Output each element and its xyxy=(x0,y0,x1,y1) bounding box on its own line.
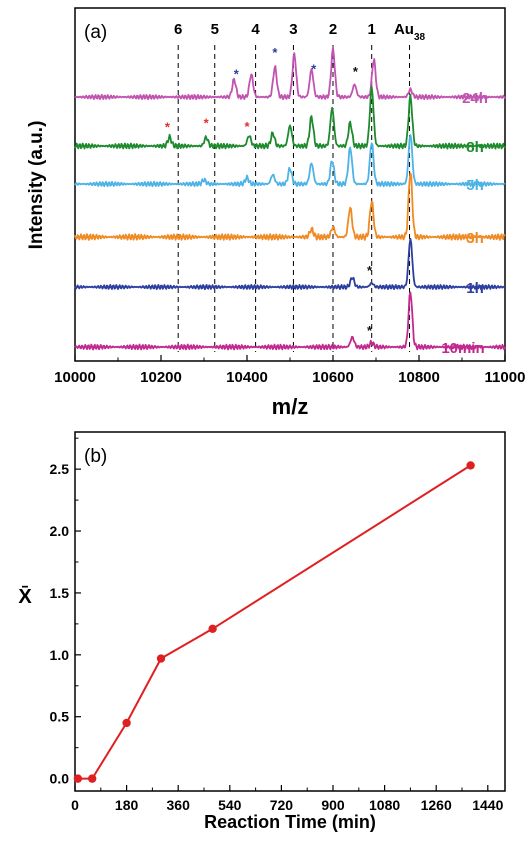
peak-marker-label: 4 xyxy=(251,21,260,38)
kinetics-x-axis-label: Reaction Time (min) xyxy=(204,812,376,832)
spectrum-trace-1h xyxy=(74,237,506,291)
series-label-24h: 24h xyxy=(462,90,488,107)
kinetics-y-tick-label: 1.0 xyxy=(50,647,70,663)
kinetics-x-tick-label: 1080 xyxy=(369,797,400,813)
kinetics-y-tick-label: 0.5 xyxy=(50,709,70,725)
kinetics-data-point xyxy=(122,718,131,728)
spectrum-trace-24h xyxy=(74,46,506,101)
asterisk-marker: * xyxy=(204,115,210,130)
kinetics-y-tick-label: 2.0 xyxy=(50,523,70,539)
peak-marker-label: 6 xyxy=(174,21,182,38)
spectra-x-tick-label: 10400 xyxy=(226,369,268,386)
kinetics-series-line xyxy=(77,464,472,780)
asterisk-marker: * xyxy=(311,61,317,76)
peak-marker-label: 3 xyxy=(289,21,297,38)
kinetics-data-point xyxy=(73,774,83,783)
spectrum-trace-3h xyxy=(74,172,506,241)
peak-marker-label: Au38 xyxy=(394,21,426,43)
panel-b-label: (b) xyxy=(84,446,107,467)
kinetics-panel: (b) X̄ Reaction Time (min) 0 180 360 540 720… xyxy=(18,431,506,832)
panel-a-label: (a) xyxy=(84,22,107,43)
spectra-panel: (a) Intensity (a.u.) m/z 10000 10200 10400… xyxy=(26,7,526,419)
spectrum-trace-5h xyxy=(74,134,506,188)
kinetics-x-tick-label: 0 xyxy=(71,797,79,813)
kinetics-x-tick-label: 180 xyxy=(115,797,139,813)
kinetics-y-axis-label: X̄ xyxy=(18,586,32,608)
kinetics-x-tick-label: 360 xyxy=(167,797,191,813)
kinetics-x-tick-label: 1260 xyxy=(421,797,452,813)
spectra-x-tick-label: 11000 xyxy=(485,369,526,386)
asterisk-marker: * xyxy=(367,323,373,338)
kinetics-x-tick-label: 540 xyxy=(218,797,242,813)
peak-marker-label: 1 xyxy=(368,21,376,38)
spectra-x-tick-label: 10600 xyxy=(312,369,354,386)
kinetics-data-point xyxy=(156,654,166,663)
asterisk-marker: * xyxy=(353,64,359,79)
kinetics-data-point xyxy=(88,774,97,783)
spectrum-trace-8h xyxy=(74,86,506,150)
kinetics-data-point xyxy=(466,461,475,470)
kinetics-plot-frame xyxy=(74,431,506,792)
spectra-x-tick-label: 10800 xyxy=(398,369,440,386)
series-label-8h: 8h xyxy=(466,139,484,156)
series-label-1h: 1h xyxy=(466,280,484,297)
series-label-3h: 3h xyxy=(466,230,484,247)
spectra-x-tick-label: 10000 xyxy=(54,369,96,386)
spectra-x-tick-label: 10200 xyxy=(140,369,182,386)
asterisk-marker: * xyxy=(165,120,171,135)
peak-marker-label: 5 xyxy=(211,21,219,38)
kinetics-x-tick-label: 900 xyxy=(321,797,345,813)
asterisk-marker: * xyxy=(244,119,250,134)
kinetics-x-tick-label: 720 xyxy=(270,797,294,813)
series-label-10min: 10min xyxy=(441,340,484,357)
kinetics-y-tick-label: 1.5 xyxy=(50,585,70,601)
asterisk-marker: * xyxy=(272,45,278,60)
spectra-y-axis-label: Intensity (a.u.) xyxy=(26,121,47,250)
kinetics-y-tick-label: 0.0 xyxy=(50,771,70,787)
peak-marker-label: 2 xyxy=(329,21,337,38)
kinetics-data-point xyxy=(208,624,217,634)
kinetics-y-tick-label: 2.5 xyxy=(50,461,70,477)
kinetics-x-tick-label: 1440 xyxy=(472,797,503,813)
asterisk-marker: * xyxy=(367,263,373,278)
spectra-x-axis-label: m/z xyxy=(272,394,309,419)
asterisk-marker: * xyxy=(234,66,240,81)
series-label-5h: 5h xyxy=(466,177,484,194)
spectrum-trace-10min xyxy=(74,291,506,351)
